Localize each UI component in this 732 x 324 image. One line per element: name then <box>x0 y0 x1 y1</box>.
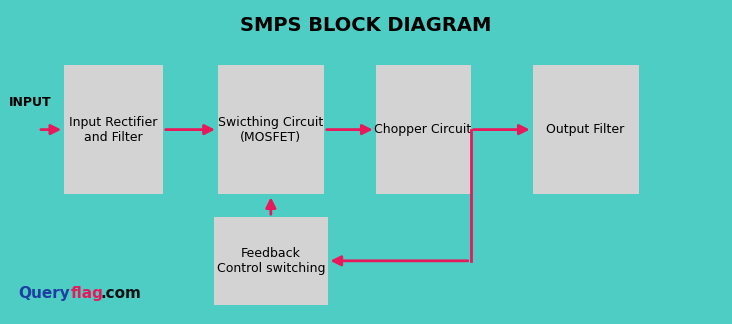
FancyBboxPatch shape <box>64 65 163 194</box>
FancyBboxPatch shape <box>218 65 324 194</box>
Text: Query: Query <box>18 286 70 301</box>
Text: INPUT: INPUT <box>9 96 51 109</box>
FancyBboxPatch shape <box>532 65 638 194</box>
Text: flag: flag <box>71 286 104 301</box>
Text: .com: .com <box>100 286 141 301</box>
Text: Swicthing Circuit
(MOSFET): Swicthing Circuit (MOSFET) <box>218 116 324 144</box>
Text: Output Filter: Output Filter <box>547 123 624 136</box>
FancyBboxPatch shape <box>214 217 328 305</box>
Text: SMPS BLOCK DIAGRAM: SMPS BLOCK DIAGRAM <box>240 17 492 35</box>
Text: Feedback
Control switching: Feedback Control switching <box>217 247 325 275</box>
Text: Chopper Circuit: Chopper Circuit <box>375 123 471 136</box>
FancyBboxPatch shape <box>376 65 471 194</box>
Text: Input Rectifier
and Filter: Input Rectifier and Filter <box>70 116 157 144</box>
